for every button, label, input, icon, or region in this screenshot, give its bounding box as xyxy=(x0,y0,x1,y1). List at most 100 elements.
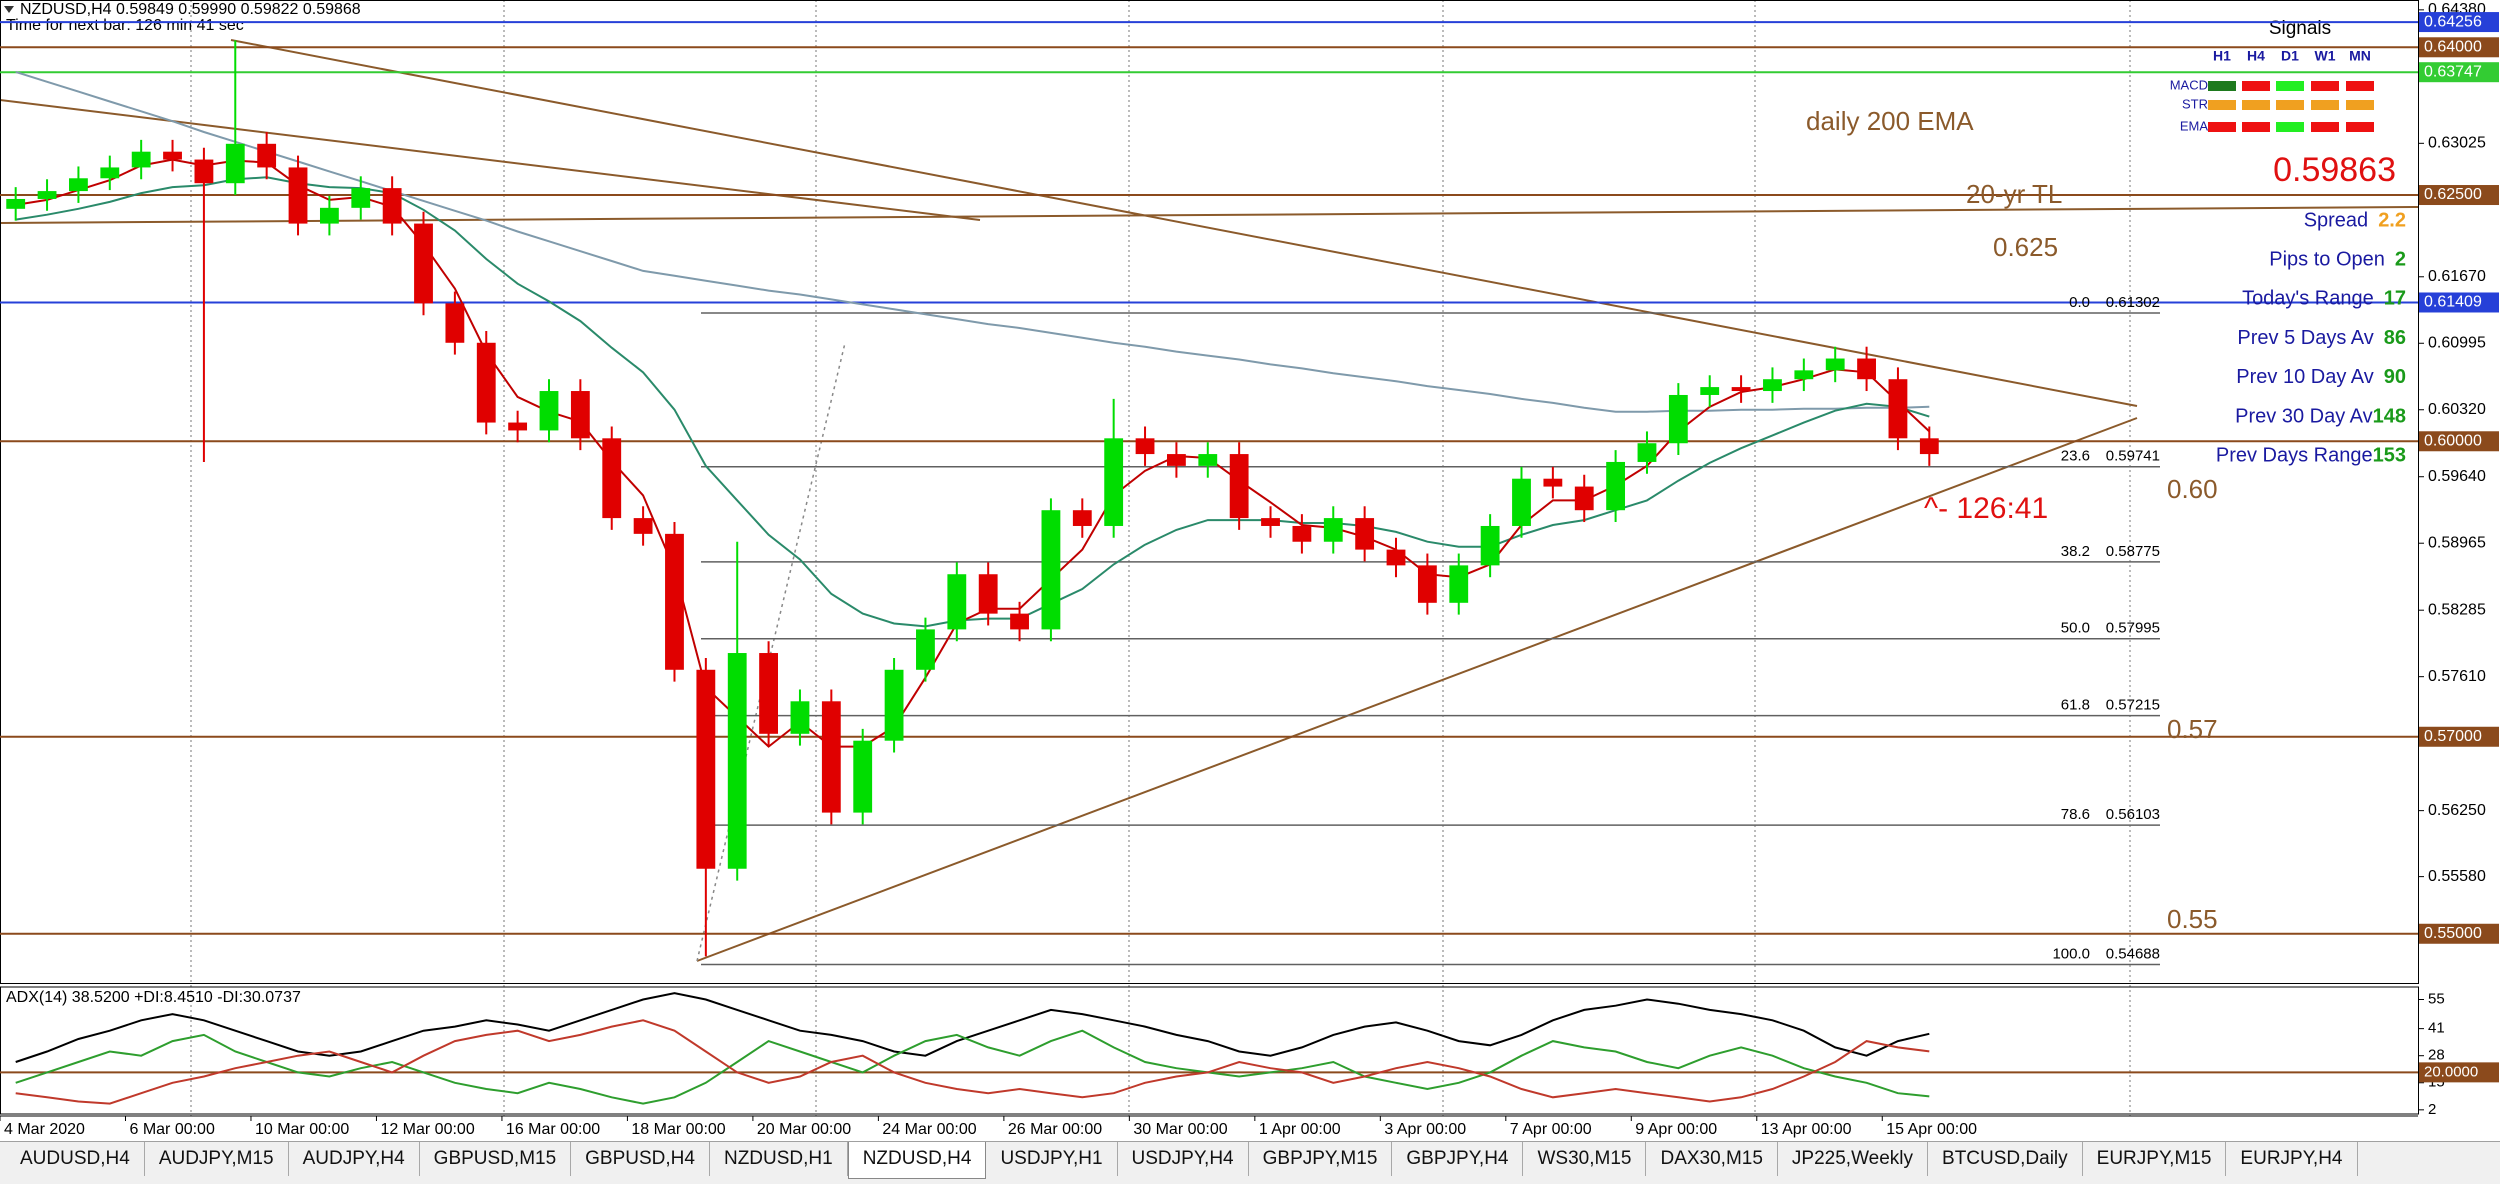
tab[interactable]: JP225,Weekly xyxy=(1778,1142,1929,1176)
candle-body xyxy=(1229,454,1249,519)
candle-body xyxy=(1543,478,1563,487)
candle-body xyxy=(1167,454,1186,466)
candle-body xyxy=(1072,510,1092,526)
x-tick-label: 7 Apr 00:00 xyxy=(1510,1121,1592,1138)
tab[interactable]: USDJPY,H4 xyxy=(1118,1142,1249,1176)
signal-cell xyxy=(2311,81,2339,91)
candle-body xyxy=(100,167,120,179)
tab[interactable]: GBPJPY,H4 xyxy=(1392,1142,1524,1176)
price-level-box xyxy=(2419,185,2499,206)
x-tick-label: 1 Apr 00:00 xyxy=(1259,1121,1341,1138)
candle-body xyxy=(225,143,245,184)
candle-body xyxy=(1919,438,1939,455)
tab[interactable]: GBPUSD,H4 xyxy=(571,1142,710,1176)
fib-ratio: 0.0 xyxy=(2069,294,2090,311)
fib-price: 0.61302 xyxy=(2106,294,2160,311)
fib-ratio: 61.8 xyxy=(2061,697,2090,714)
candle-body xyxy=(1261,518,1280,526)
fib-ratio: 78.6 xyxy=(2061,806,2090,823)
menu-arrow[interactable] xyxy=(4,6,14,13)
signal-cell xyxy=(2242,122,2270,132)
price-level-label: 0.57000 xyxy=(2424,728,2482,745)
stat-label: Spread xyxy=(2304,209,2369,231)
signal-column: MN xyxy=(2349,48,2371,64)
fib-ratio: 38.2 xyxy=(2061,543,2090,560)
tab[interactable]: NZDUSD,H4 xyxy=(847,1142,987,1179)
tab[interactable]: USDJPY,H1 xyxy=(986,1142,1118,1176)
indicator-y-tick-label: 41 xyxy=(2428,1020,2445,1037)
fib-anchor xyxy=(696,342,846,962)
signal-column: H4 xyxy=(2247,48,2265,64)
tab[interactable]: AUDJPY,H4 xyxy=(289,1142,420,1176)
tab[interactable]: GBPUSD,M15 xyxy=(420,1142,572,1176)
current-price: 0.59863 xyxy=(2273,151,2396,189)
signal-row: MACD xyxy=(2170,77,2208,92)
tab[interactable]: EURJPY,M15 xyxy=(2083,1142,2227,1176)
signal-row: EMA xyxy=(2180,118,2209,133)
price-level-label: 0.63747 xyxy=(2424,63,2482,80)
signal-cell xyxy=(2242,100,2270,110)
candle-body xyxy=(476,342,496,423)
stat-label: Prev Days Range xyxy=(2216,444,2373,466)
candle-body xyxy=(1355,518,1375,550)
tab[interactable]: AUDUSD,H4 xyxy=(6,1142,145,1176)
x-tick-label: 4 Mar 2020 xyxy=(4,1121,85,1138)
tab[interactable]: GBPJPY,M15 xyxy=(1249,1142,1393,1176)
candle-body xyxy=(1417,565,1437,603)
tab[interactable]: NZDUSD,H1 xyxy=(710,1142,848,1176)
signal-cell xyxy=(2311,100,2339,110)
price-level-box xyxy=(2419,62,2499,83)
signal-cell xyxy=(2346,122,2374,132)
candle-body xyxy=(790,701,810,734)
candle-body xyxy=(1763,379,1782,392)
candle-body xyxy=(759,653,778,734)
tab[interactable]: EURJPY,H4 xyxy=(2226,1142,2358,1176)
candle-body xyxy=(37,191,57,199)
tab[interactable]: AUDJPY,M15 xyxy=(145,1142,289,1176)
x-tick-label: 16 Mar 00:00 xyxy=(506,1121,600,1138)
signal-cell xyxy=(2276,81,2304,91)
candle-body xyxy=(382,188,402,224)
fib-price: 0.54688 xyxy=(2106,945,2160,962)
y-tick-label: 0.61670 xyxy=(2428,268,2486,285)
price-level-label: 0.64256 xyxy=(2424,13,2482,30)
candle-body xyxy=(633,518,653,534)
tab[interactable]: BTCUSD,Daily xyxy=(1928,1142,2083,1176)
tab[interactable]: WS30,M15 xyxy=(1523,1142,1647,1176)
candle-body xyxy=(1449,565,1469,603)
fib-price: 0.57215 xyxy=(2106,697,2160,714)
annotation: 0.55 xyxy=(2167,904,2218,934)
trendline xyxy=(0,99,981,221)
candle-body xyxy=(1104,438,1124,526)
indicator-line xyxy=(15,1019,1930,1105)
indicator-level-box xyxy=(2419,1062,2499,1083)
x-tick-label: 20 Mar 00:00 xyxy=(757,1121,851,1138)
x-tick-label: 12 Mar 00:00 xyxy=(380,1121,474,1138)
candle-body xyxy=(1512,478,1531,526)
candle-body xyxy=(351,188,371,208)
fib-ratio: 100.0 xyxy=(2052,945,2090,962)
y-tick-label: 0.57610 xyxy=(2428,668,2486,685)
price-level-label: 0.55000 xyxy=(2424,925,2482,942)
trendline xyxy=(230,39,2138,407)
candle-body xyxy=(508,422,528,431)
candle-body xyxy=(916,629,935,670)
candle-body xyxy=(1668,394,1688,444)
stat-value: 17 xyxy=(2384,288,2406,310)
price-level-box xyxy=(2419,12,2499,33)
tab[interactable]: DAX30,M15 xyxy=(1646,1142,1778,1176)
candle-body xyxy=(1010,613,1029,630)
moving-average xyxy=(15,70,1930,413)
x-tick-label: 15 Apr 00:00 xyxy=(1886,1121,1977,1138)
background xyxy=(0,0,2500,1141)
signal-cell xyxy=(2208,81,2236,91)
indicator-frame xyxy=(0,986,2419,1115)
stat-value: 90 xyxy=(2384,366,2406,388)
signal-column: W1 xyxy=(2315,48,2336,64)
x-tick-label: 18 Mar 00:00 xyxy=(631,1121,725,1138)
x-tick-label: 24 Mar 00:00 xyxy=(882,1121,976,1138)
signals-title: Signals xyxy=(2269,18,2331,39)
stat-value: 2.2 xyxy=(2378,209,2406,231)
fib-price: 0.57995 xyxy=(2106,620,2160,637)
